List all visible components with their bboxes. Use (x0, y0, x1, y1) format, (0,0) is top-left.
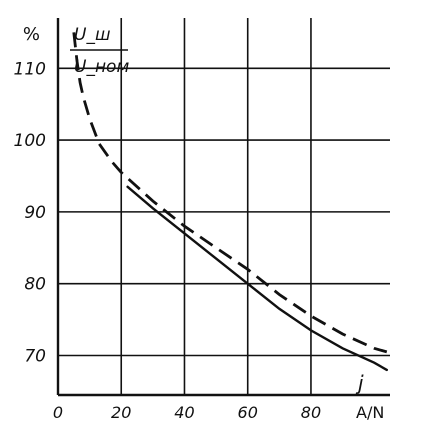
x-tick-label: 80 (301, 403, 321, 422)
corner-label: j (355, 371, 364, 395)
x-tick-label: 60 (238, 403, 258, 422)
unit-label: % (23, 24, 40, 45)
y-tick-label: 90 (24, 203, 46, 223)
plot-area (72, 32, 388, 372)
x-tick-label: 40 (174, 403, 194, 422)
x-axis-label: A/N (356, 403, 384, 422)
x-tick-label: 0 (53, 403, 63, 422)
y-tick-label: 70 (24, 347, 46, 367)
x-tick-label: 20 (111, 403, 131, 422)
y-tick-label: 80 (24, 275, 46, 295)
y-tick-label: 100 (14, 131, 46, 151)
y-tick-label: 110 (14, 59, 46, 79)
dashed-series-line (72, 32, 388, 354)
solid-series-line (126, 185, 388, 372)
axes (56, 18, 390, 397)
grid (58, 18, 390, 395)
y-label-denominator: U_ном (74, 57, 129, 77)
y-label-numerator: U_ш (74, 25, 111, 45)
tick-labels: 0 20 40 60 80 70 80 90 100 110 (14, 59, 322, 422)
